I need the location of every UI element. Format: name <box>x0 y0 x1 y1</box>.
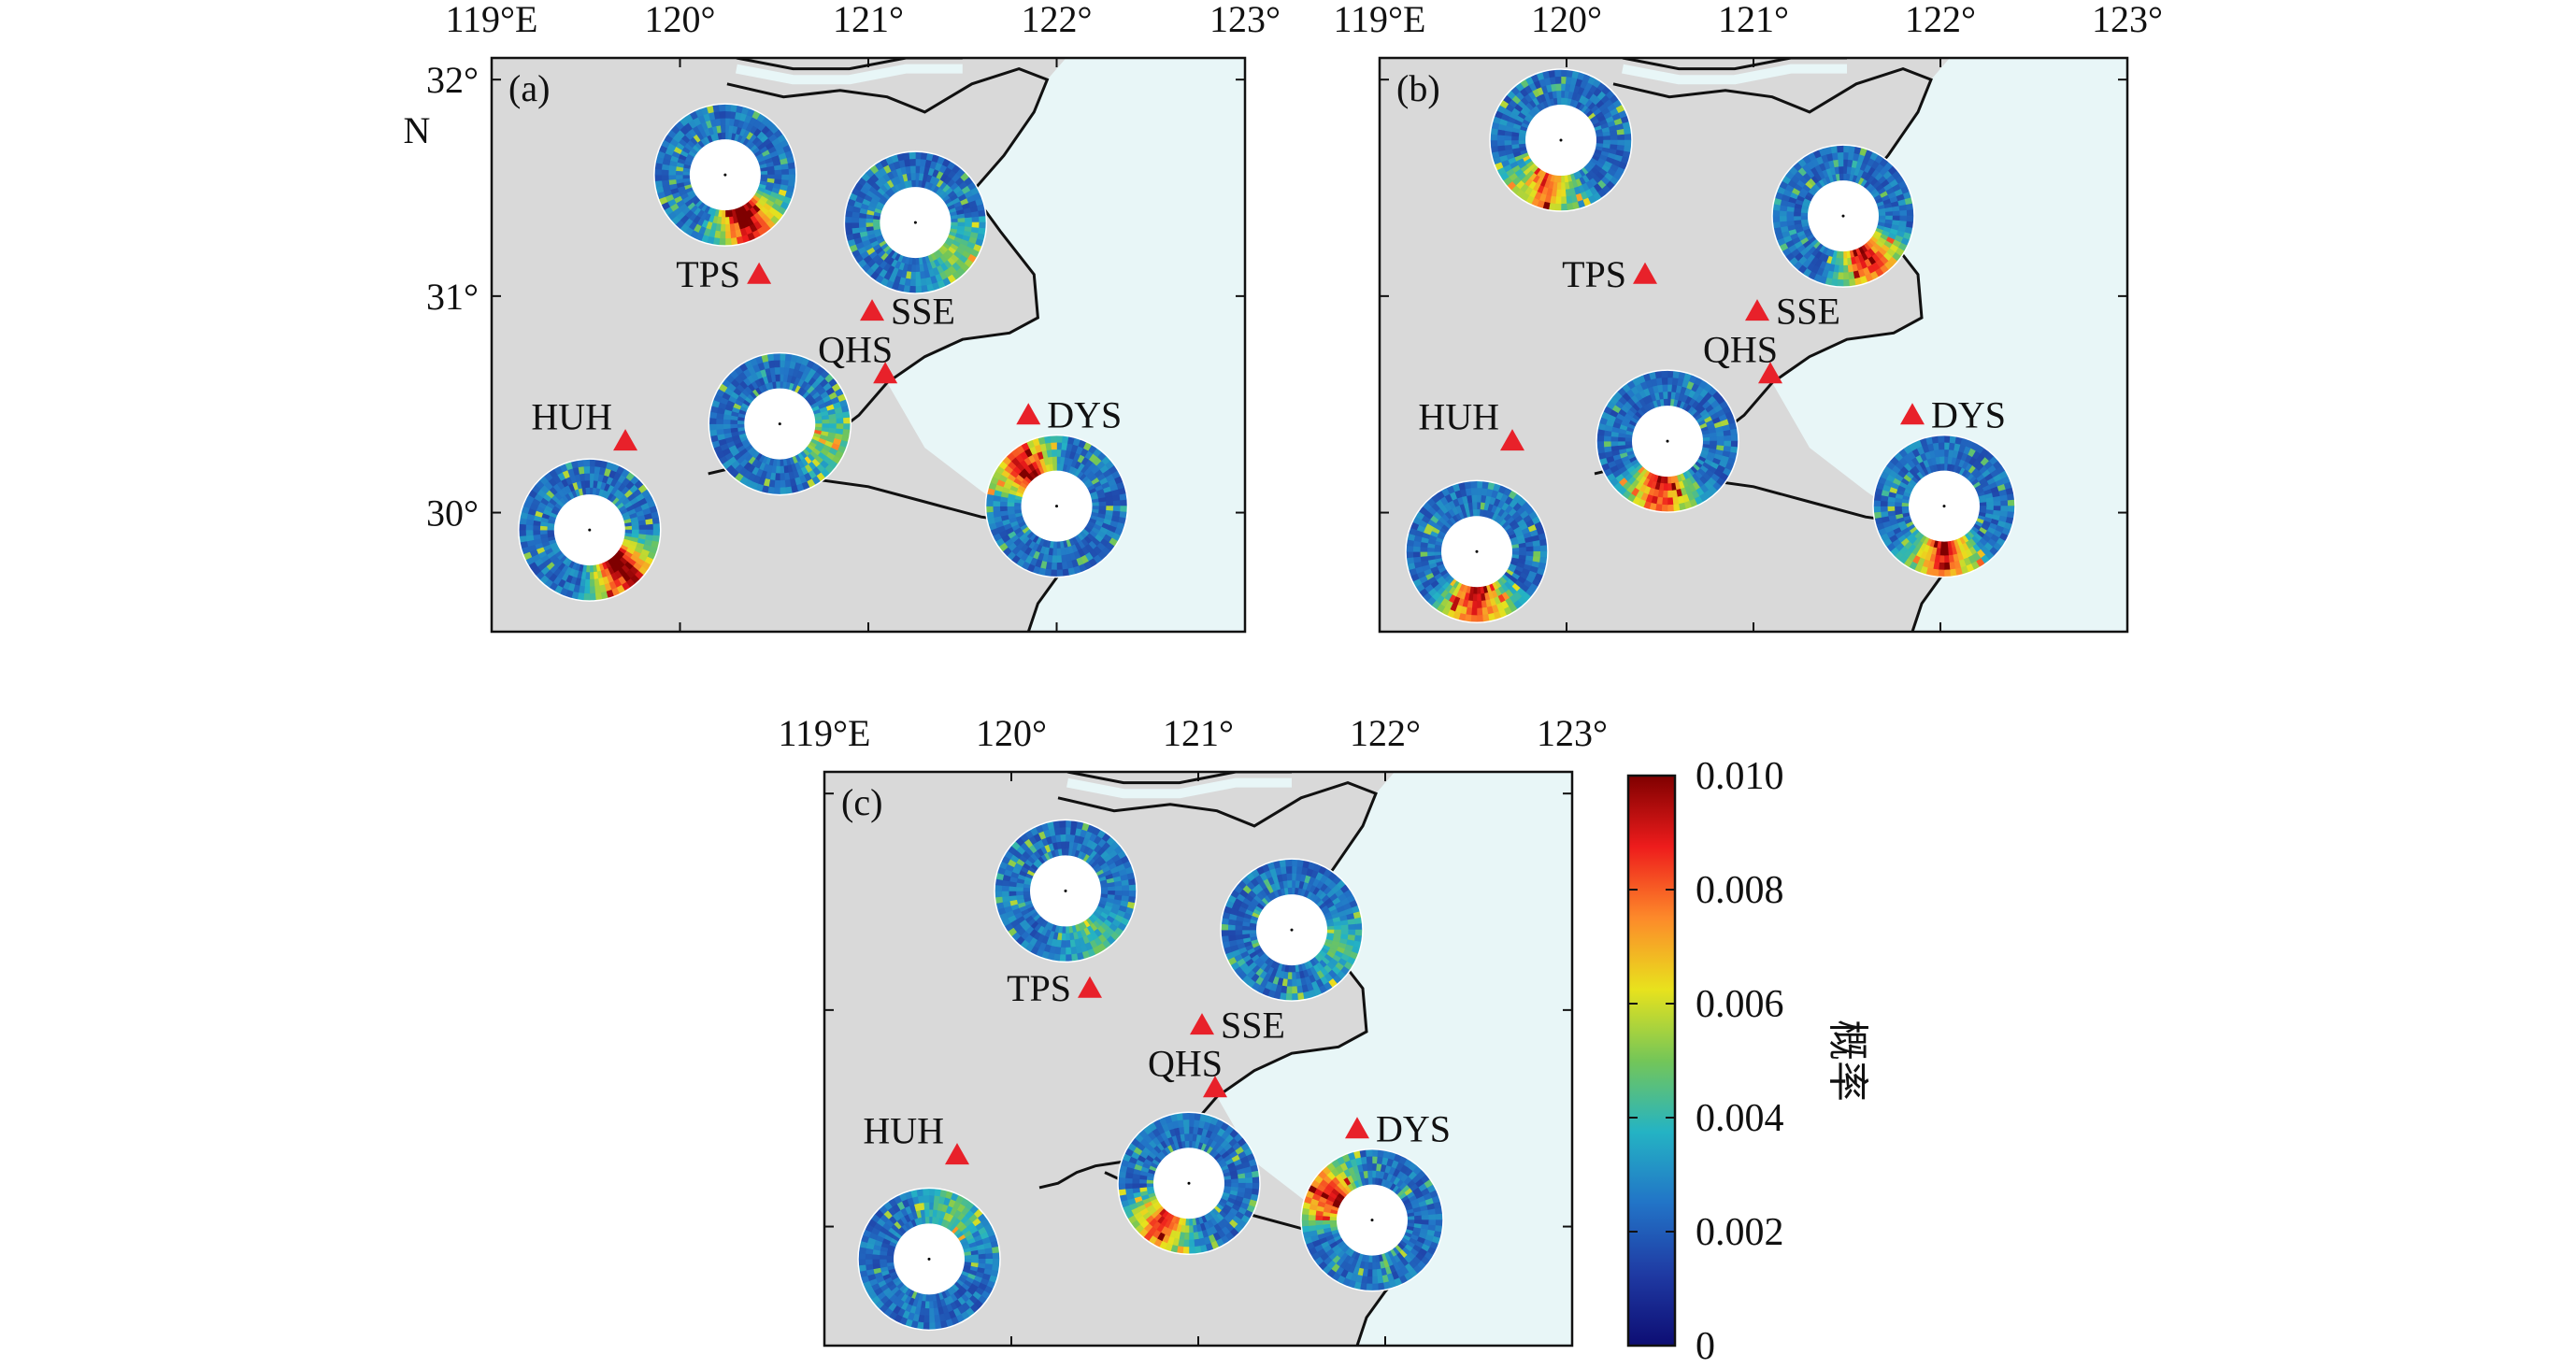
station-marker-tps <box>747 262 772 284</box>
station-label-tps: TPS <box>676 253 740 295</box>
colorbar-tick-label: 0.008 <box>1696 869 1784 912</box>
probability-rose-tps <box>1489 68 1633 212</box>
probability-rose-huh <box>518 458 662 602</box>
lon-tick-label: 120° <box>976 712 1047 754</box>
station-marker-tps <box>1078 976 1102 998</box>
station-marker-huh <box>1500 429 1524 451</box>
lon-tick-label: 122° <box>1022 0 1093 40</box>
station-label-dys: DYS <box>1931 393 2006 435</box>
colorbar-tick-label: 0.002 <box>1696 1211 1784 1254</box>
lon-tick-label: 120° <box>645 0 716 40</box>
station-label-qhs: QHS <box>1703 328 1778 370</box>
lat-tick-label: 32° <box>426 59 479 101</box>
probability-rose-sse <box>1771 144 1915 288</box>
sea-area <box>887 58 1245 632</box>
coastline <box>1066 772 1292 785</box>
panel-label: (a) <box>508 67 550 109</box>
station-marker-dys <box>1016 403 1041 425</box>
station-label-sse: SSE <box>1221 1004 1285 1046</box>
coastline <box>736 58 963 71</box>
probability-rose-qhs <box>1117 1111 1261 1255</box>
lon-tick-label: 123° <box>1537 712 1608 754</box>
lon-tick-label: 121° <box>1718 0 1789 40</box>
station-marker-qhs <box>873 362 898 384</box>
station-marker-huh <box>613 429 638 451</box>
colorbar-title: 概率 <box>1825 1020 1870 1102</box>
probability-rose-huh <box>1405 479 1549 624</box>
probability-rose-dys <box>1872 434 2016 578</box>
panel-label: (b) <box>1396 67 1440 109</box>
station-marker-qhs <box>1203 1076 1227 1098</box>
colorbar-tick-label: 0.004 <box>1696 1097 1784 1140</box>
lon-tick-label: 121° <box>1163 712 1234 754</box>
probability-rose-dys <box>1300 1148 1444 1292</box>
probability-rose-tps <box>994 819 1138 963</box>
lon-tick-label: 119°E <box>779 712 871 754</box>
lat-unit-label: N <box>404 109 431 151</box>
estuary <box>1622 64 1847 85</box>
colorbar-tick-label: 0.006 <box>1696 983 1784 1026</box>
station-label-sse: SSE <box>891 290 955 332</box>
lon-tick-label: 122° <box>1905 0 1976 40</box>
probability-rose-tps <box>653 103 797 247</box>
colorbar-tick-label: 0.010 <box>1696 755 1784 798</box>
sea-area <box>1217 772 1572 1346</box>
station-label-sse: SSE <box>1776 290 1840 332</box>
station-marker-huh <box>945 1143 969 1165</box>
probability-rose-sse <box>843 150 988 294</box>
station-marker-sse <box>1745 299 1769 321</box>
station-marker-qhs <box>1758 362 1782 384</box>
station-marker-dys <box>1900 403 1925 425</box>
estuary <box>1066 777 1292 799</box>
probability-rose-huh <box>857 1187 1001 1332</box>
colorbar: 0.010 0.008 0.006 0.004 0.002 0 概率 <box>1626 755 1870 1368</box>
station-label-huh: HUH <box>863 1109 944 1151</box>
lon-tick-label: 121° <box>833 0 904 40</box>
station-label-qhs: QHS <box>1148 1042 1223 1084</box>
colorbar-gradient <box>1626 774 1677 1348</box>
probability-rose-sse <box>1220 858 1364 1002</box>
estuary <box>735 64 963 85</box>
station-label-huh: HUH <box>531 395 612 437</box>
coastline <box>1622 58 1847 71</box>
station-label-dys: DYS <box>1376 1107 1451 1149</box>
lat-tick-label: 30° <box>426 492 479 535</box>
station-label-qhs: QHS <box>818 328 893 370</box>
station-marker-sse <box>860 299 885 321</box>
panel-label: (c) <box>841 781 882 823</box>
probability-rose-dys <box>984 434 1129 578</box>
station-label-tps: TPS <box>1007 967 1071 1009</box>
lon-tick-label: 119°E <box>1334 0 1426 40</box>
lon-tick-label: 123° <box>2092 0 2163 40</box>
station-marker-tps <box>1633 262 1657 284</box>
station-label-huh: HUH <box>1418 395 1499 437</box>
lon-tick-label: 123° <box>1209 0 1281 40</box>
lon-tick-label: 122° <box>1350 712 1421 754</box>
probability-rose-qhs <box>708 351 852 496</box>
sea-area <box>1772 58 2127 632</box>
lat-tick-label: 31° <box>426 276 479 318</box>
station-label-dys: DYS <box>1047 393 1122 435</box>
station-label-tps: TPS <box>1562 253 1626 295</box>
lon-tick-label: 119°E <box>446 0 538 40</box>
station-marker-sse <box>1190 1013 1214 1035</box>
station-marker-dys <box>1345 1117 1369 1139</box>
lon-tick-label: 120° <box>1531 0 1602 40</box>
colorbar-tick-label: 0 <box>1696 1325 1715 1368</box>
probability-rose-qhs <box>1596 369 1739 513</box>
